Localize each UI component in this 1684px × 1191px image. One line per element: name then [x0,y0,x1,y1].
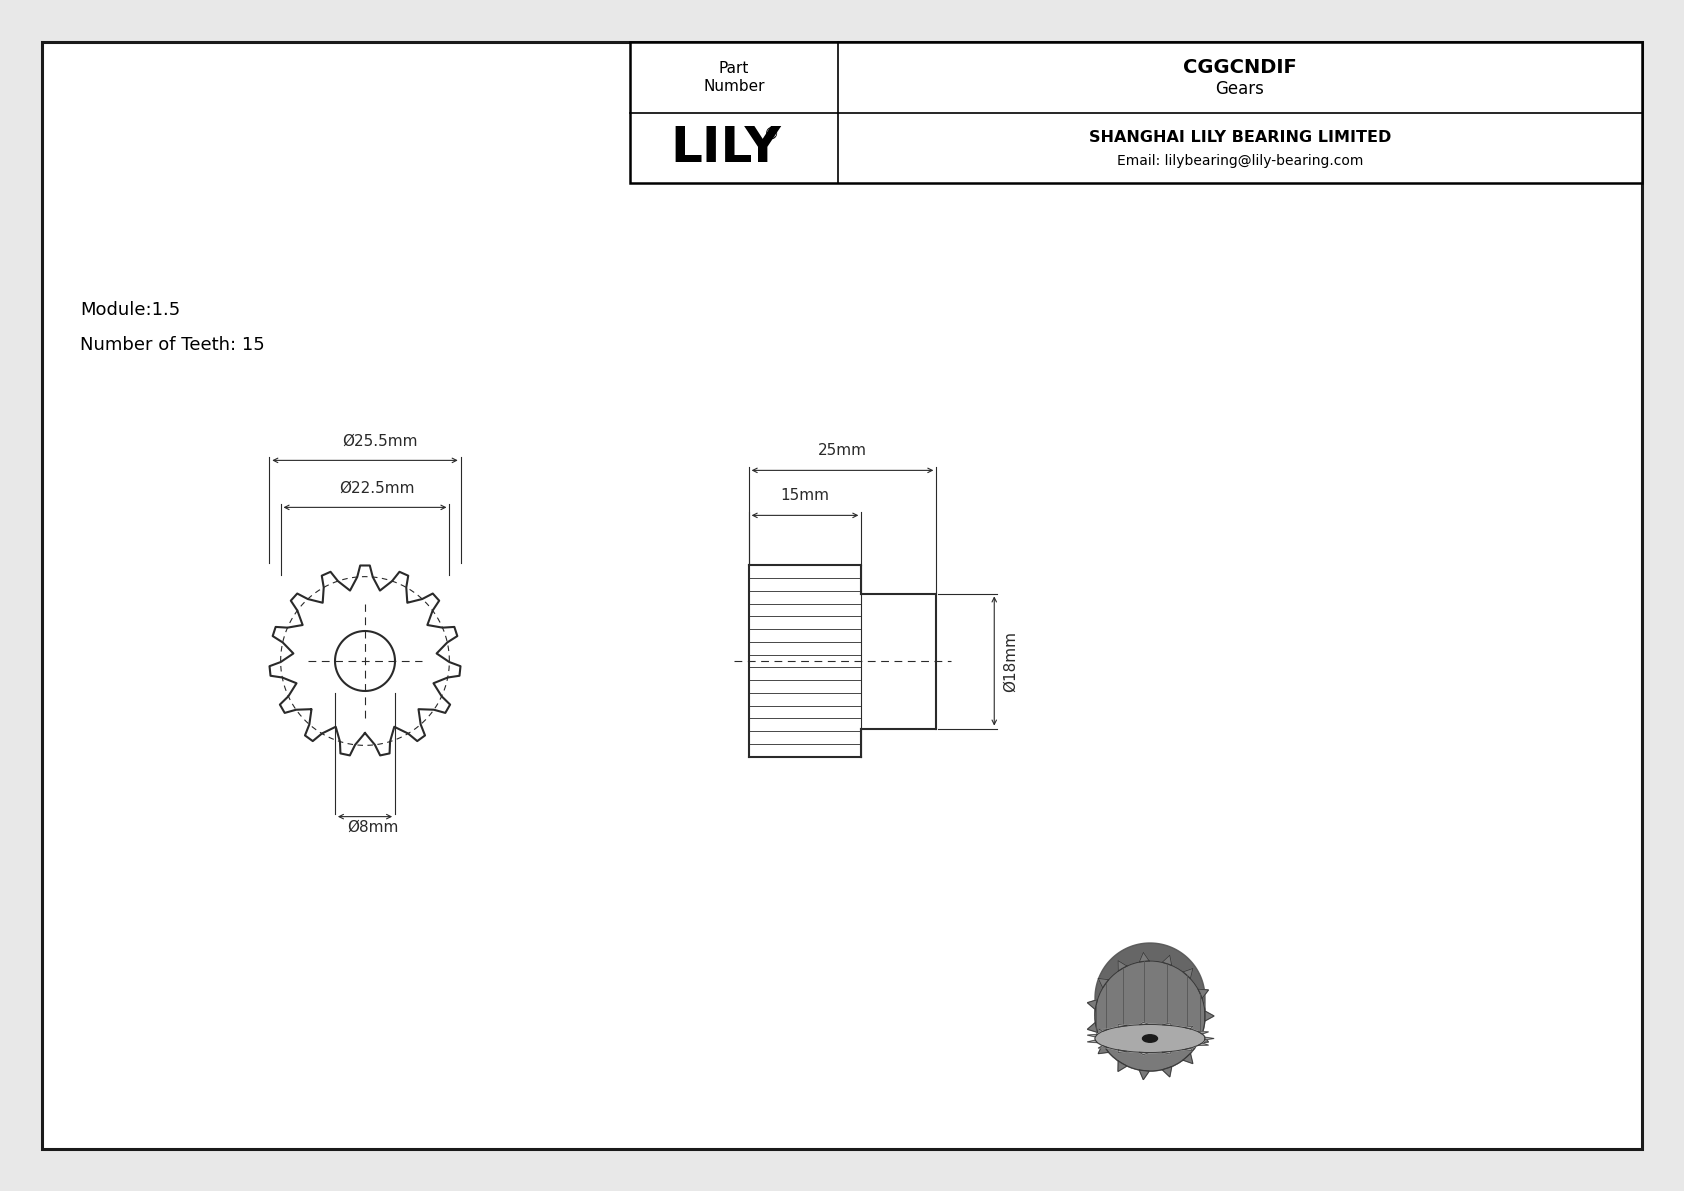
Text: Ø8mm: Ø8mm [347,819,399,835]
Polygon shape [1088,1040,1098,1042]
Text: Email: lilybearing@lily-bearing.com: Email: lilybearing@lily-bearing.com [1116,154,1362,168]
Polygon shape [1140,953,1148,962]
Text: Ø22.5mm: Ø22.5mm [338,480,414,495]
Ellipse shape [1095,1024,1206,1053]
Polygon shape [1140,1052,1148,1055]
Polygon shape [1182,1053,1192,1064]
Text: SHANGHAI LILY BEARING LIMITED: SHANGHAI LILY BEARING LIMITED [1090,130,1391,144]
Circle shape [1095,961,1206,1071]
Polygon shape [1182,1027,1192,1029]
Polygon shape [1162,1052,1172,1054]
Ellipse shape [1142,1035,1157,1042]
Polygon shape [1118,1050,1127,1053]
Bar [630,42,1642,183]
Text: Ø18mm: Ø18mm [1004,630,1019,692]
Polygon shape [1098,1046,1108,1048]
Polygon shape [1197,1031,1209,1034]
Text: Ø25.5mm: Ø25.5mm [342,434,418,448]
Polygon shape [1140,1022,1148,1024]
Polygon shape [1162,955,1172,966]
Polygon shape [1118,961,1127,971]
Polygon shape [1088,1034,1098,1037]
Polygon shape [1182,1048,1192,1050]
Circle shape [1095,961,1206,1071]
Text: ®: ® [765,126,780,142]
Polygon shape [1197,1034,1209,1043]
Polygon shape [1088,1022,1098,1033]
Polygon shape [1118,1061,1127,1072]
Text: Number of Teeth: 15: Number of Teeth: 15 [81,336,264,354]
Text: Part: Part [719,61,749,76]
Text: Number: Number [704,79,765,94]
Polygon shape [1140,1070,1148,1080]
Polygon shape [1098,1045,1108,1054]
Ellipse shape [1095,1024,1206,1053]
Text: Gears: Gears [1216,80,1265,98]
Text: Module:1.5: Module:1.5 [81,301,180,319]
Polygon shape [1162,1066,1172,1077]
Text: 15mm: 15mm [780,488,830,504]
Polygon shape [1182,968,1192,979]
Polygon shape [1095,943,1206,1016]
Polygon shape [1098,1029,1108,1031]
Text: CGGCNDIF: CGGCNDIF [1184,58,1297,77]
Polygon shape [1204,1037,1214,1040]
Polygon shape [1118,1024,1127,1027]
Polygon shape [1197,1043,1209,1046]
Polygon shape [1197,989,1209,998]
Polygon shape [1204,1011,1214,1021]
Text: 25mm: 25mm [818,443,867,459]
Polygon shape [1162,1023,1172,1025]
Polygon shape [1098,978,1108,987]
Text: LILY: LILY [670,124,781,172]
Polygon shape [1088,999,1098,1010]
